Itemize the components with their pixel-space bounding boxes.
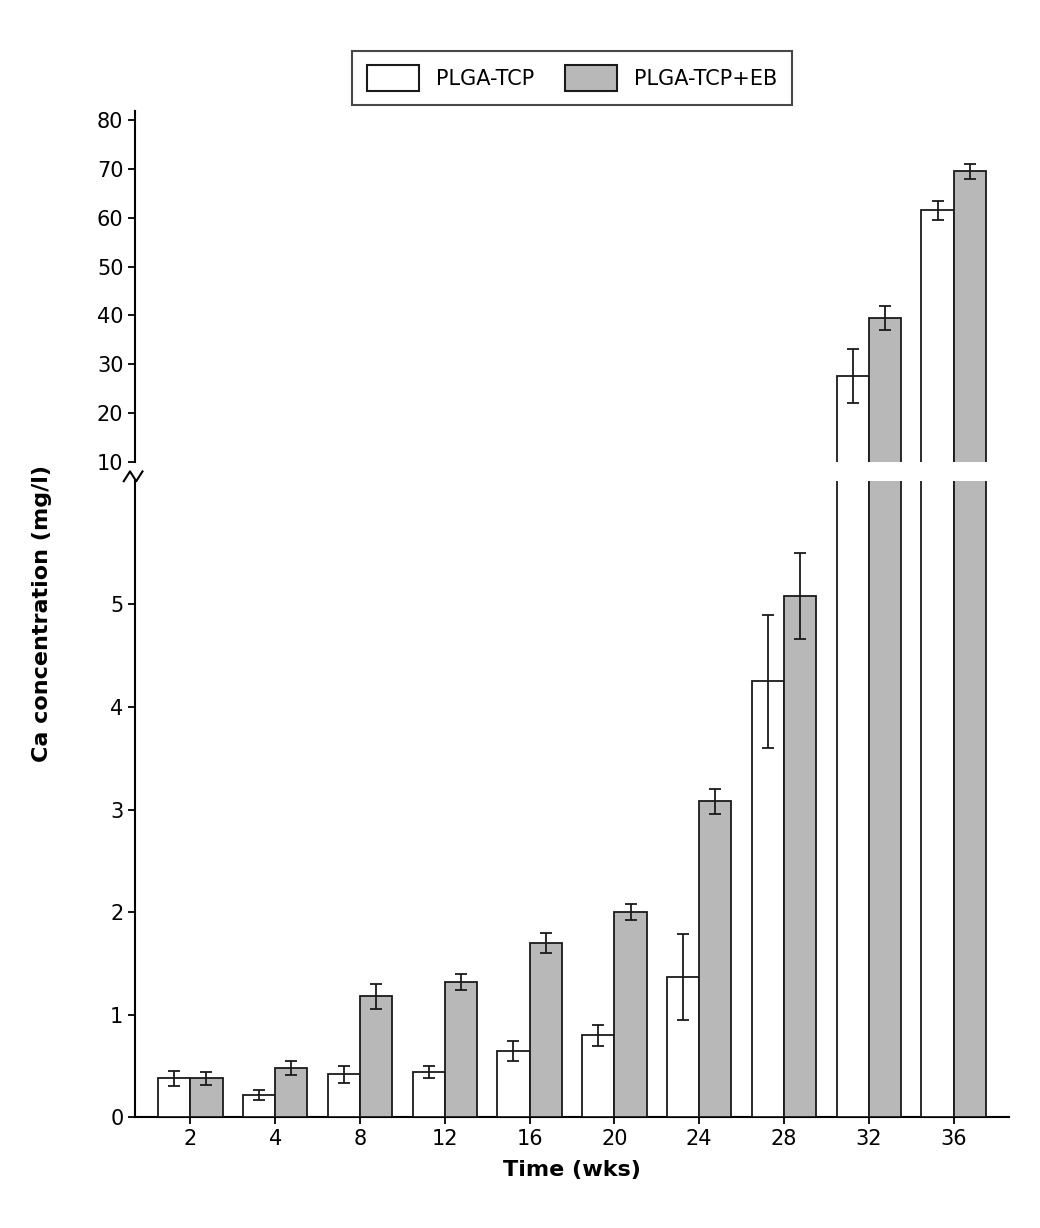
Bar bbox=[667, 977, 699, 1117]
Bar bbox=[328, 1074, 360, 1117]
Bar bbox=[836, 0, 868, 1117]
Bar bbox=[836, 376, 868, 511]
Bar bbox=[699, 802, 731, 1117]
Bar bbox=[954, 172, 986, 511]
Bar bbox=[868, 318, 901, 511]
Bar bbox=[190, 1078, 223, 1117]
Bar bbox=[360, 996, 392, 1117]
Bar bbox=[158, 1078, 190, 1117]
Bar bbox=[868, 0, 901, 1117]
Bar bbox=[752, 682, 784, 1117]
Bar bbox=[497, 1051, 529, 1117]
Bar bbox=[243, 1095, 276, 1117]
Bar bbox=[276, 1068, 308, 1117]
Bar bbox=[582, 1035, 615, 1117]
Bar bbox=[615, 912, 647, 1117]
Bar bbox=[921, 210, 954, 511]
Legend: PLGA-TCP, PLGA-TCP+EB: PLGA-TCP, PLGA-TCP+EB bbox=[353, 50, 791, 106]
Bar bbox=[784, 597, 816, 1117]
Bar bbox=[529, 943, 562, 1117]
Text: Ca concentration (mg/l): Ca concentration (mg/l) bbox=[31, 465, 52, 763]
Bar bbox=[445, 982, 477, 1117]
X-axis label: Time (wks): Time (wks) bbox=[503, 1160, 641, 1180]
Bar bbox=[921, 0, 954, 1117]
Bar bbox=[413, 1072, 445, 1117]
Bar bbox=[954, 0, 986, 1117]
